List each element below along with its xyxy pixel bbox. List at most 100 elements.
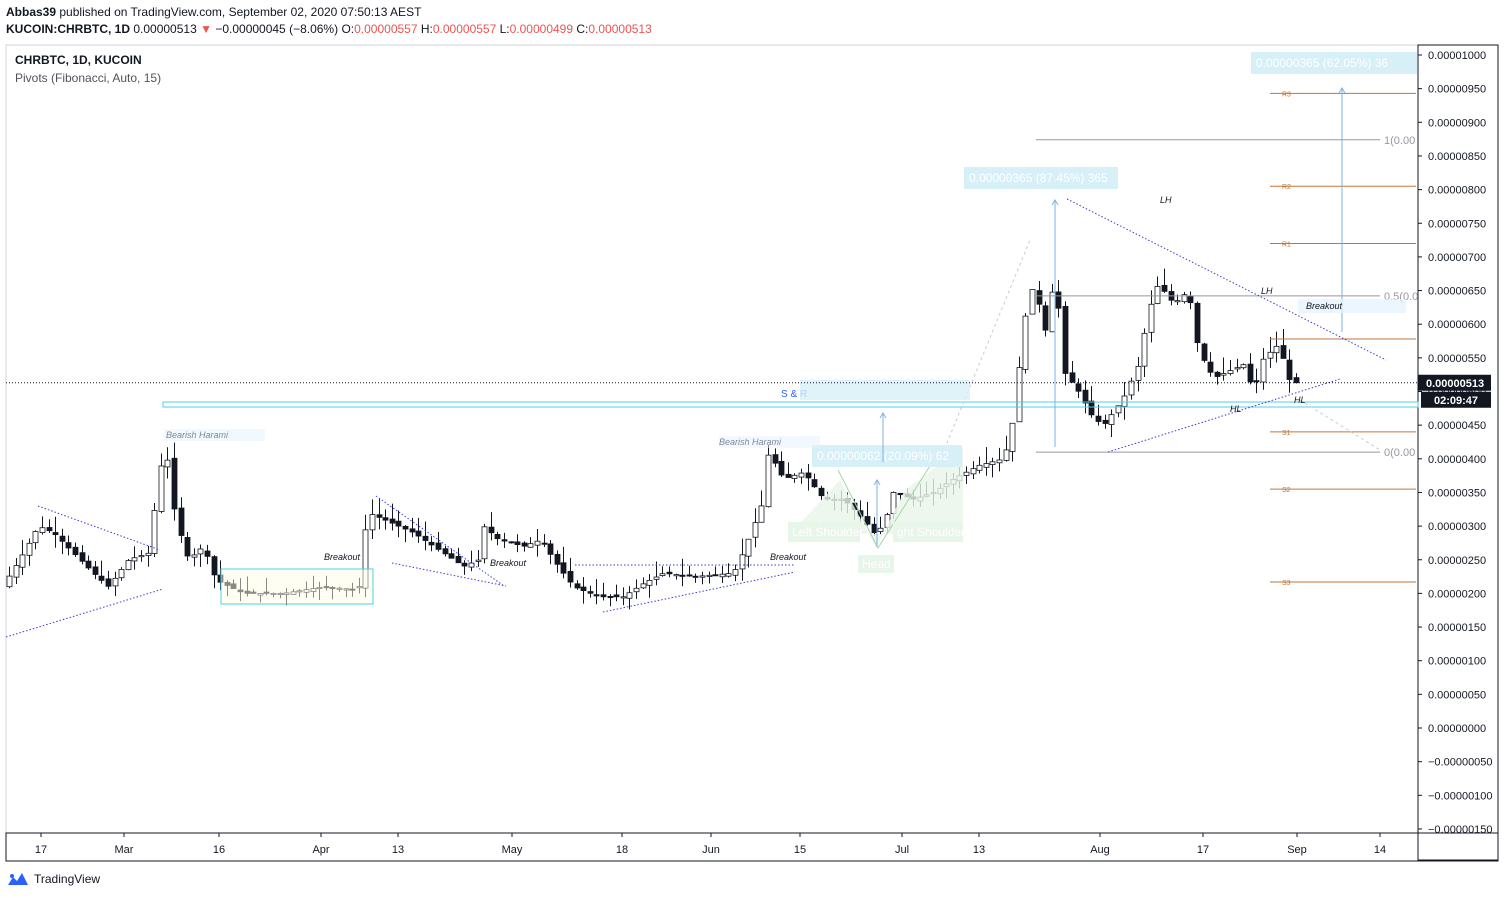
countdown-box <box>1421 391 1491 408</box>
y-tick-label: 0.00000950 <box>1428 84 1486 96</box>
candle-body <box>864 516 871 525</box>
publish-info: Abbas39 published on TradingView.com, Se… <box>6 5 421 19</box>
pivot-label: S2 <box>1282 487 1291 494</box>
candle-body <box>19 554 26 568</box>
y-tick-label: 0.00000150 <box>1428 622 1486 634</box>
candle-body <box>1253 380 1260 383</box>
candle-body <box>1009 422 1016 452</box>
projection-line <box>1299 399 1381 451</box>
candle-body <box>1082 389 1089 404</box>
measure-arrow-3-head <box>1338 87 1346 94</box>
candle-body <box>138 555 145 558</box>
indicator-legend: Pivots (Fibonacci, Auto, 15) <box>15 71 162 85</box>
l-value: 0.00000499 <box>509 22 574 36</box>
ohlc-line: KUCOIN:CHRBTC, 1D 0.00000513 ▼ −0.000000… <box>6 22 652 36</box>
x-tick-label: Aug <box>1090 844 1110 856</box>
candle-body <box>1234 367 1241 370</box>
measure-2-box <box>964 167 1118 189</box>
y-tick-label: −0.00000100 <box>1428 790 1493 802</box>
candle-body <box>501 539 508 542</box>
candle-body <box>1062 306 1069 374</box>
candle-body <box>1049 291 1056 333</box>
candle-body <box>1016 367 1023 423</box>
y-tick-label: 0.00000750 <box>1428 218 1486 230</box>
measure-1-box <box>812 445 962 467</box>
pivot-label: S1 <box>1282 430 1291 437</box>
candle-body <box>481 526 488 560</box>
x-tick-label: Mar <box>115 844 134 856</box>
candle-body <box>560 562 567 574</box>
candle-body <box>85 560 92 569</box>
tradingview-logo-icon <box>8 873 28 885</box>
candle-body <box>1135 365 1142 381</box>
candle-body <box>415 530 422 537</box>
candle-body <box>455 556 462 564</box>
candle-body <box>699 575 706 578</box>
candle-body <box>1075 383 1082 392</box>
last-price-box <box>1418 374 1491 391</box>
footer-brand-label: TradingView <box>34 872 101 886</box>
candle-body <box>6 575 13 588</box>
candle-body <box>1095 415 1102 422</box>
candle-body <box>1161 284 1168 292</box>
candle-body <box>877 527 884 532</box>
candle-body <box>409 528 416 533</box>
y-tick-label: 0.00000100 <box>1428 656 1486 668</box>
candle-body <box>1267 351 1274 359</box>
annotation-hl2: HL <box>1294 395 1306 405</box>
y-tick-label: 0.00000650 <box>1428 286 1486 298</box>
candle-body <box>1148 303 1155 333</box>
x-tick-label: 13 <box>973 844 985 856</box>
bearish1-highlight <box>164 429 265 441</box>
l-label: L: <box>499 22 510 36</box>
y-tick-label: 0.00000700 <box>1428 252 1486 264</box>
down-arrow-icon: ▼ <box>200 22 212 36</box>
candle-body <box>633 587 640 593</box>
candle-body <box>1240 364 1247 369</box>
x-tick-label: 13 <box>392 844 404 856</box>
y-tick-label: 0.00000900 <box>1428 117 1486 129</box>
y-tick-label: −0.00000150 <box>1428 824 1493 836</box>
candle-body <box>673 574 680 577</box>
trendline <box>37 505 161 551</box>
c-value: 0.00000513 <box>588 22 652 36</box>
y-tick-label: 0.00000850 <box>1428 151 1486 163</box>
candle-body <box>39 527 46 533</box>
candle-body <box>679 574 686 577</box>
annotation-lh1: LH <box>1160 195 1172 205</box>
candle-body <box>145 552 152 556</box>
footer-brand[interactable]: TradingView <box>6 871 100 887</box>
x-tick-label: Jul <box>895 844 909 856</box>
left-shoulder-box <box>788 522 860 542</box>
candle-body <box>1108 414 1115 425</box>
candle-body <box>514 541 521 546</box>
candle-body <box>65 542 72 549</box>
y-tick-label: 0.00000550 <box>1428 353 1486 365</box>
candle-body <box>534 540 541 546</box>
candle-body <box>191 554 198 558</box>
candle-body <box>1174 300 1181 303</box>
candle-body <box>1022 315 1029 370</box>
candle-body <box>475 559 482 562</box>
candle-body <box>646 579 653 586</box>
candle-body <box>1214 371 1221 377</box>
candle-body <box>1102 419 1109 424</box>
head-box <box>858 555 894 573</box>
candle-body <box>79 552 86 562</box>
candle-body <box>818 487 825 497</box>
candle-body <box>442 548 449 555</box>
candle-body <box>554 553 561 565</box>
bearish2-highlight <box>719 436 820 448</box>
candle-body <box>871 523 878 534</box>
candle-body <box>811 479 818 488</box>
candle-body <box>805 472 812 479</box>
candle-body <box>1121 395 1128 407</box>
x-tick-label: Jun <box>702 844 720 856</box>
x-tick-label: Apr <box>312 844 329 856</box>
candle-body <box>164 459 171 468</box>
candle-body <box>1088 400 1095 416</box>
candle-body <box>1273 345 1280 354</box>
trendline <box>1107 378 1341 453</box>
annotation-breakout1: Breakout <box>324 552 361 562</box>
